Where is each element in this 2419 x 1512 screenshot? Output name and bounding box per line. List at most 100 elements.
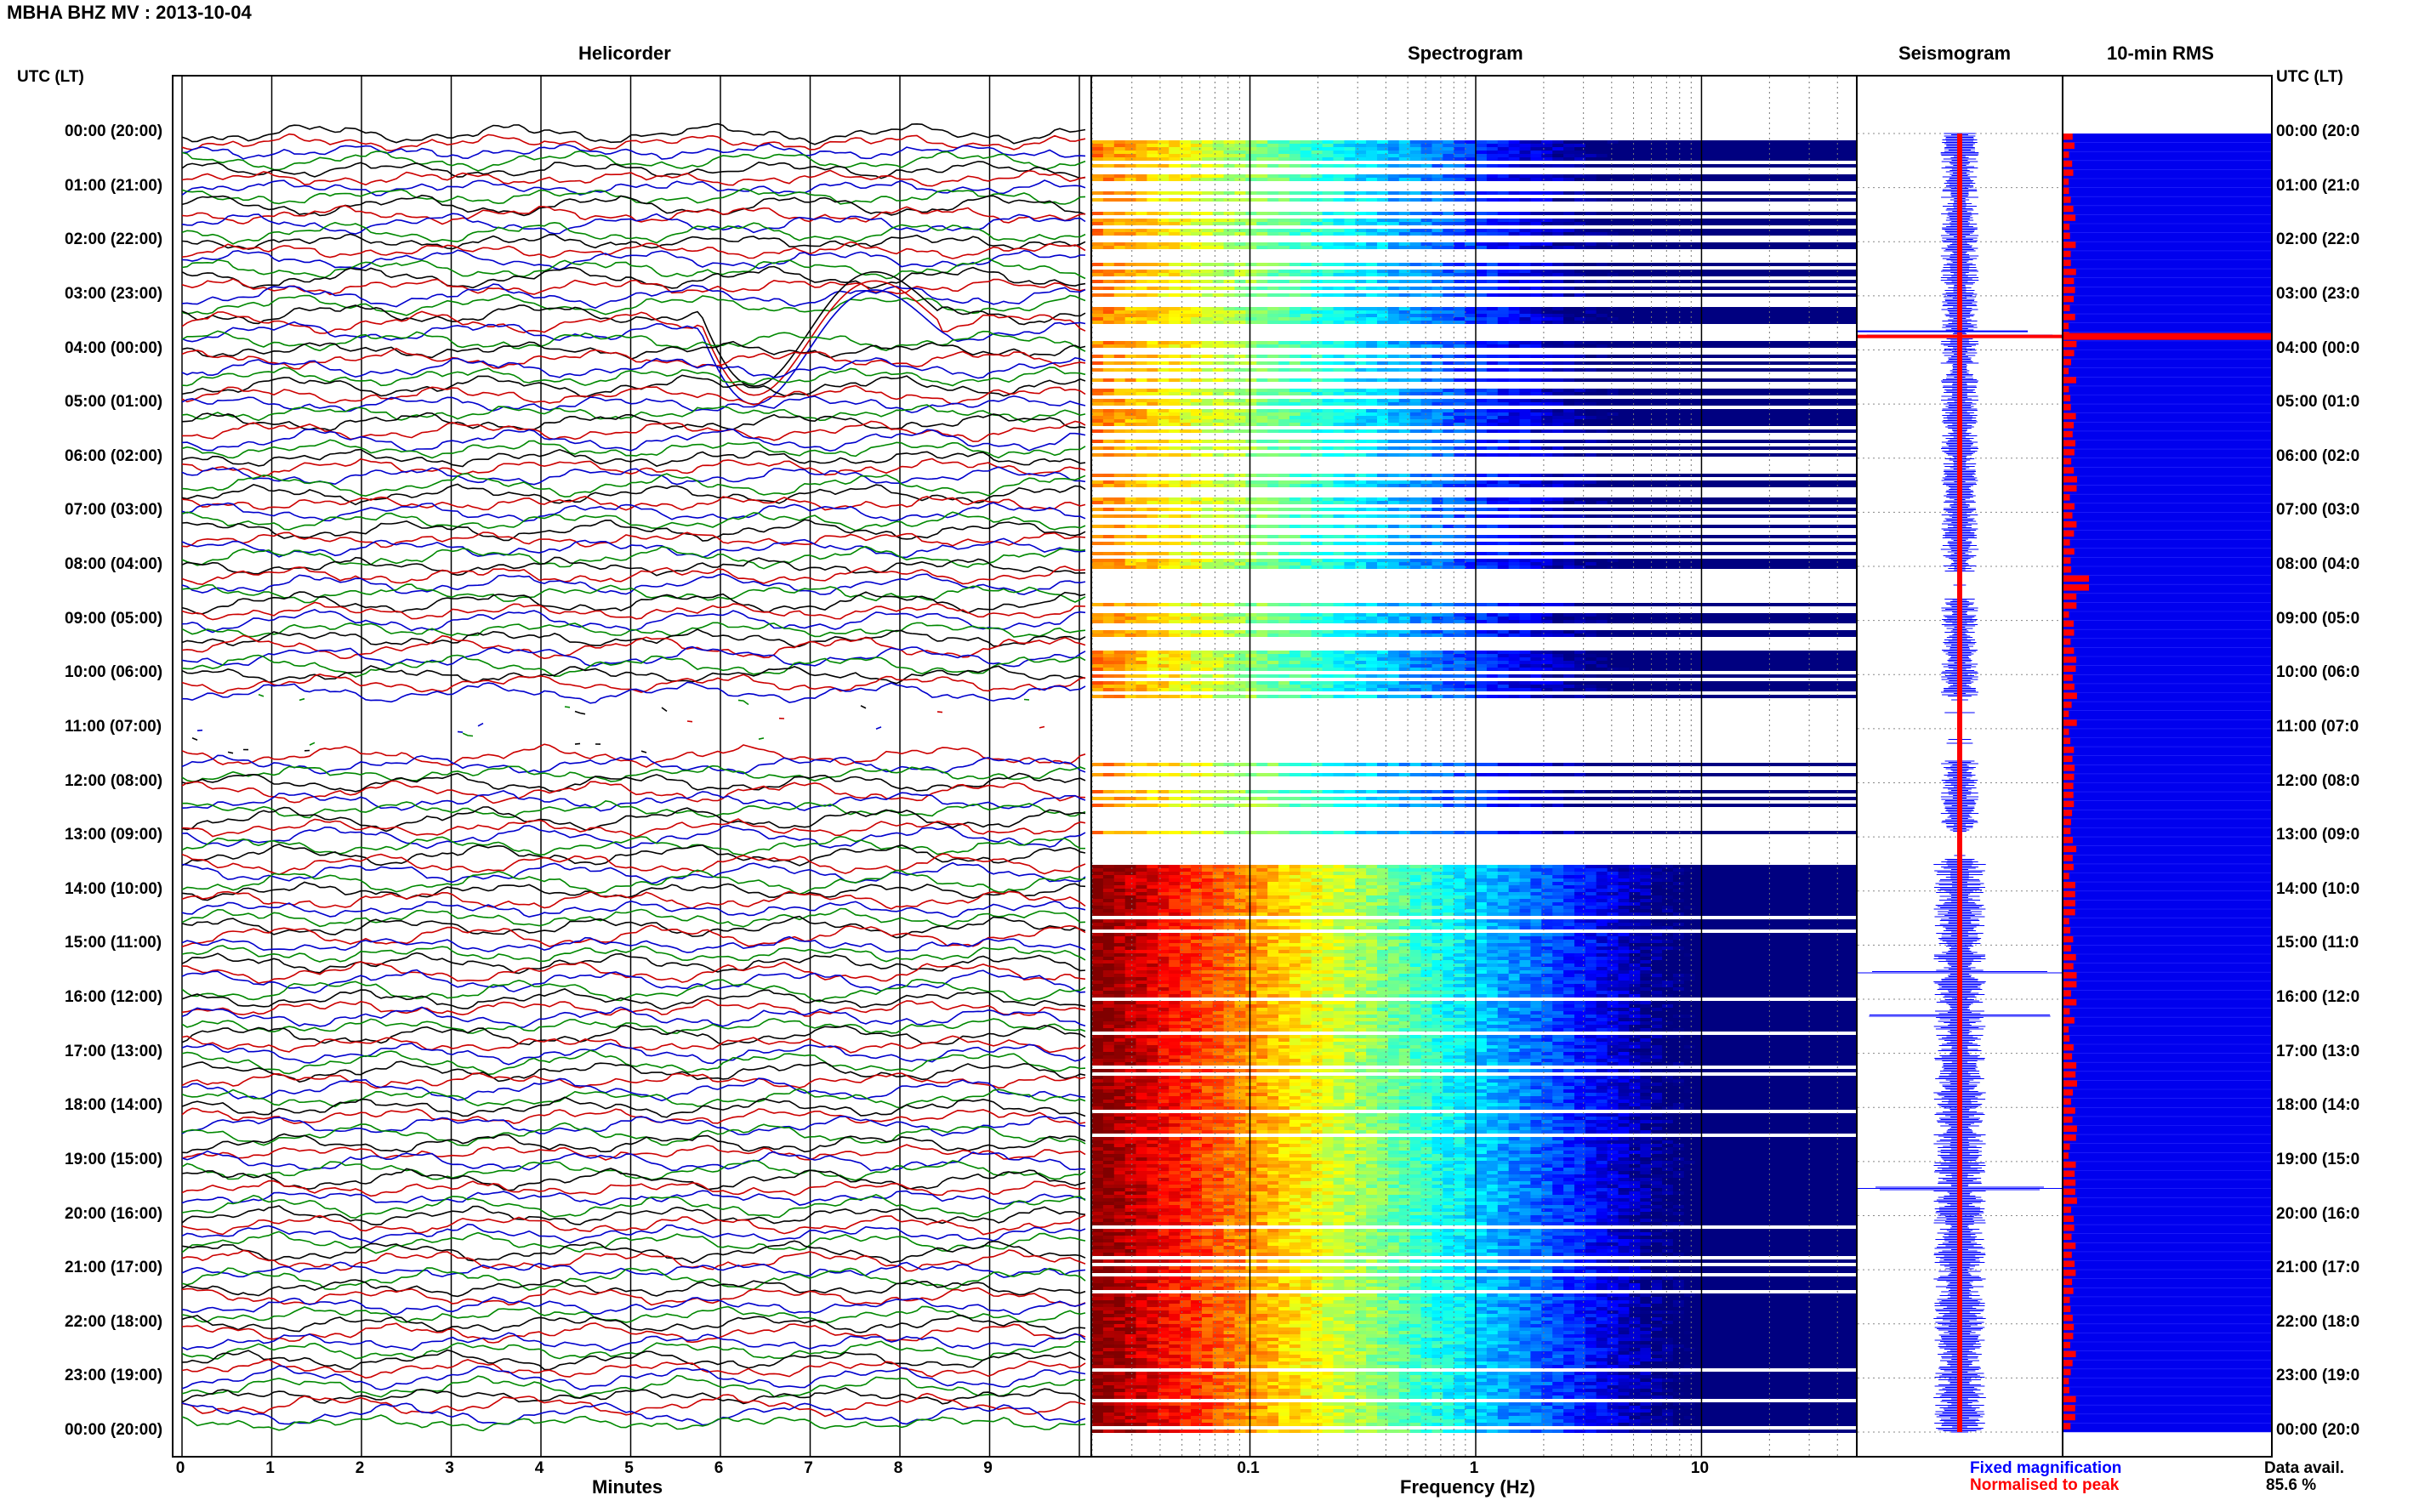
spectrogram-cell — [1716, 222, 1728, 225]
spectrogram-cell — [1837, 474, 1849, 477]
spectrogram-cell — [1113, 144, 1126, 147]
spectrogram-cell — [1102, 344, 1115, 348]
spectrogram-cell — [1278, 219, 1290, 222]
spectrogram-cell — [1136, 361, 1147, 365]
spectrogram-cell — [1672, 566, 1685, 569]
spectrogram-cell — [1541, 198, 1553, 202]
spectrogram-cell — [1377, 634, 1389, 637]
spectrogram-cell — [1092, 535, 1104, 538]
spectrogram-cell — [1431, 164, 1443, 168]
spectrogram-cell — [1377, 474, 1389, 477]
spectrogram-cell — [1552, 280, 1564, 283]
spectrogram-cell — [1212, 525, 1225, 528]
spectrogram-cell — [1607, 310, 1619, 314]
spectrogram-cell — [1739, 246, 1750, 249]
spectrogram-cell — [1300, 270, 1312, 273]
spectrogram-cell — [1267, 157, 1279, 161]
spectrogram-cell — [1212, 402, 1225, 406]
spectrogram-cell — [1113, 453, 1126, 457]
spectrogram-cell — [1465, 419, 1477, 423]
helicorder-trace — [181, 1168, 1086, 1191]
helicorder-plot — [181, 77, 1092, 1456]
spectrogram-cell — [1694, 484, 1707, 487]
spectrogram-cell — [1398, 634, 1411, 637]
spectrogram-cell — [1848, 144, 1856, 147]
spectrogram-cell — [1662, 399, 1674, 402]
spectrogram-cell — [1102, 147, 1115, 151]
spectrogram-cell — [1102, 402, 1115, 406]
spectrogram-cell — [1651, 423, 1663, 426]
helicorder-trace — [181, 566, 1086, 586]
spectrogram-cell — [1640, 630, 1652, 634]
spectrogram-cell — [1092, 178, 1104, 181]
spectrogram-cell — [1585, 389, 1597, 392]
spectrogram-cell — [1092, 389, 1104, 392]
spectrogram-cell — [1267, 409, 1279, 412]
spectrogram-cell — [1431, 617, 1443, 620]
spectrogram-cell — [1563, 361, 1575, 365]
spectrogram-cell — [1136, 474, 1147, 477]
spectrogram-cell — [1793, 484, 1806, 487]
spectrogram-cell — [1750, 191, 1762, 195]
spectrogram-cell — [1092, 480, 1104, 484]
spectrogram-cell — [1563, 310, 1575, 314]
spectrogram-cell — [1530, 508, 1542, 511]
spectrogram-cell — [1377, 525, 1389, 528]
spectrogram-cell — [1640, 378, 1652, 382]
spectrogram-cell — [1454, 273, 1466, 276]
spectrogram-cell — [1344, 361, 1356, 365]
spectrogram-cell — [1245, 273, 1257, 276]
spectrogram-cell — [1169, 474, 1181, 477]
helicorder-trace — [181, 270, 1086, 387]
helicorder-trace — [181, 622, 1086, 638]
spectrogram-cell — [1771, 620, 1784, 623]
helicorder-trace — [181, 935, 1086, 953]
spectrogram-cell — [1739, 310, 1750, 314]
spectrogram-cell — [1191, 501, 1203, 504]
spectrogram-cell — [1574, 144, 1586, 147]
spectrogram-cell — [1672, 229, 1685, 232]
spectrogram-cell — [1508, 409, 1521, 412]
spectrogram-cell — [1563, 525, 1575, 528]
spectrogram-cell — [1629, 154, 1641, 157]
spectrogram-cell — [1344, 178, 1356, 181]
spectrogram-cell — [1607, 174, 1619, 178]
spectrogram-cell — [1102, 620, 1115, 623]
spectrogram-cell — [1508, 453, 1521, 457]
spectrogram-cell — [1705, 246, 1718, 249]
spectrogram-cell — [1782, 480, 1795, 484]
spectrogram-cell — [1815, 287, 1827, 290]
spectrogram-cell — [1409, 440, 1422, 443]
spectrogram-cell — [1530, 344, 1542, 348]
spectrogram-cell — [1574, 501, 1586, 504]
spectrogram-cell — [1486, 419, 1499, 423]
spectrogram-cell — [1476, 402, 1488, 406]
spectrogram-cell — [1750, 317, 1762, 321]
spectrogram-cell — [1355, 232, 1367, 236]
spectrogram-cell — [1519, 566, 1531, 569]
spectrogram-cell — [1826, 219, 1838, 222]
spectrogram-cell — [1761, 310, 1773, 314]
spectrogram-cell — [1530, 321, 1542, 324]
spectrogram-cell — [1727, 389, 1739, 392]
spectrogram-cell — [1705, 164, 1718, 168]
spectrogram-cell — [1716, 144, 1728, 147]
spectrogram-cell — [1771, 307, 1784, 310]
spectrogram-cell — [1771, 219, 1784, 222]
spectrogram-cell — [1761, 164, 1773, 168]
spectrogram-cell — [1672, 416, 1685, 419]
spectrogram-cell — [1267, 392, 1279, 395]
spectrogram-cell — [1683, 178, 1696, 181]
spectrogram-cell — [1355, 620, 1367, 623]
spectrogram-cell — [1191, 497, 1203, 501]
spectrogram-cell — [1333, 368, 1345, 372]
spectrogram-cell — [1147, 151, 1158, 154]
spectrogram-cell — [1563, 603, 1575, 606]
spectrogram-cell — [1355, 497, 1367, 501]
spectrogram-cell — [1793, 440, 1806, 443]
spectrogram-cell — [1465, 429, 1477, 433]
spectrogram-cell — [1409, 229, 1422, 232]
spectrogram-cell — [1541, 344, 1553, 348]
spectrogram-cell — [1826, 293, 1838, 297]
spectrogram-cell — [1465, 229, 1477, 232]
